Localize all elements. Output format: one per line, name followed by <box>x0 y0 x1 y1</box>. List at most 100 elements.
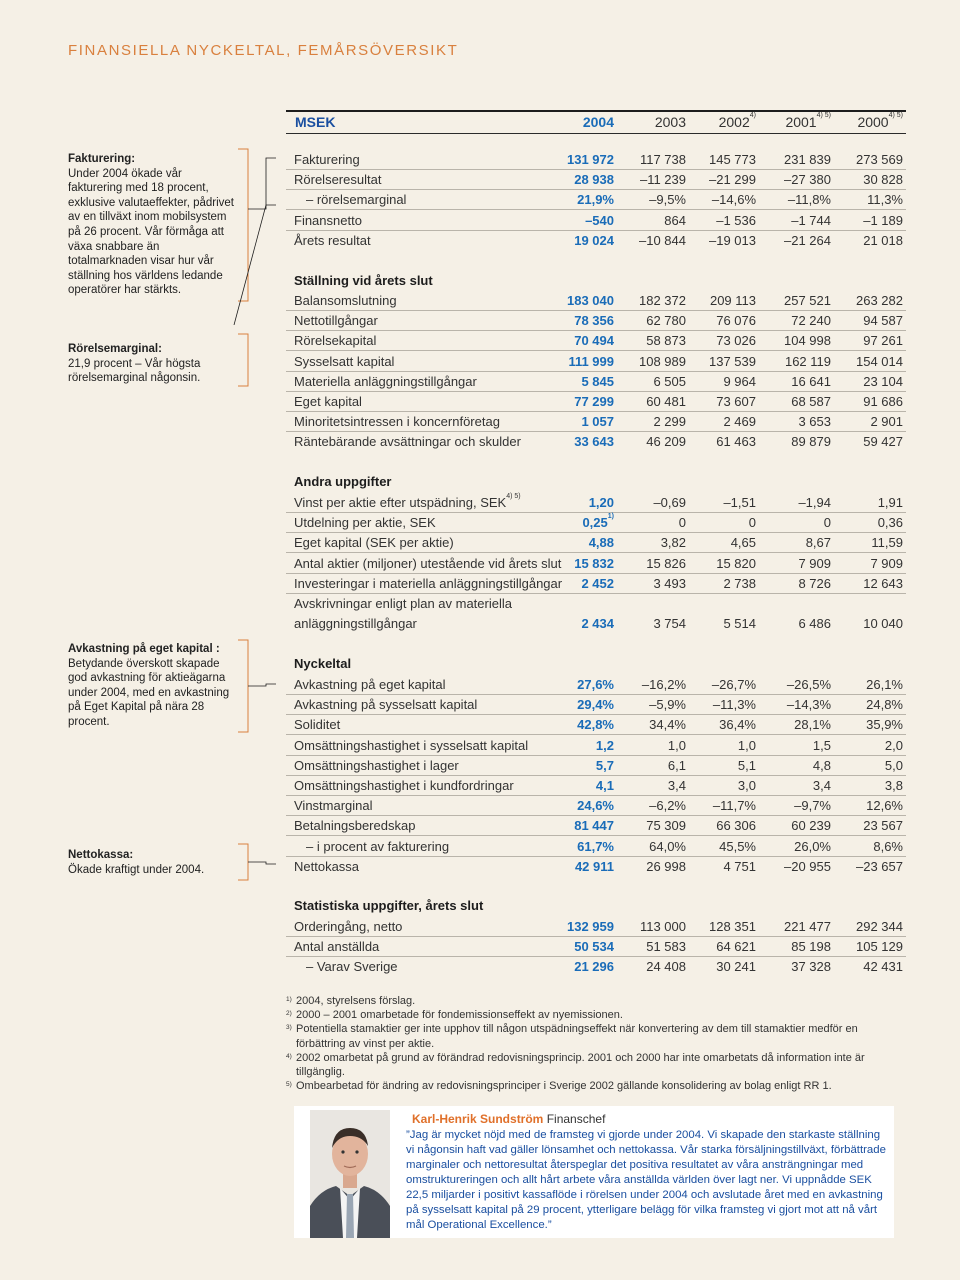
value-cell-current-year: 0,251) <box>582 513 614 531</box>
cfo-portrait-photo <box>310 1110 390 1238</box>
table-row: Nettokassa 42 911 26 998 4 751 –20 955 –23 65… <box>286 857 906 877</box>
value-cell: 4,65 <box>730 535 756 551</box>
value-cell: –26,7% <box>711 677 756 692</box>
footnote: 1) 2004, styrelsens förslag. <box>286 995 416 1007</box>
value-cell: 12 643 <box>863 575 903 591</box>
value-cell: 12,6% <box>866 798 903 814</box>
value-cell-current-year: 81 447 <box>574 818 614 834</box>
bracket-connector <box>238 843 276 881</box>
table-row: – Varav Sverige 21 296 24 408 30 241 37 328 4… <box>286 957 906 977</box>
row-label: Eget kapital <box>294 394 362 409</box>
value-cell: 5 514 <box>723 616 756 631</box>
value-cell: 3,4 <box>667 778 686 793</box>
table-row: Materiella anläggningstillgångar 5 845 6 5… <box>286 372 906 392</box>
table-row: Balansomslutning 183 040 182 372 209 113 257… <box>286 291 906 311</box>
row-label: Rörelsekapital <box>294 333 377 349</box>
value-cell-current-year: 4,88 <box>588 535 614 551</box>
value-cell: 51 583 <box>646 939 686 955</box>
value-cell: 1,5 <box>812 737 831 753</box>
table-row: Avskrivningar enligt plan av materiella a… <box>286 594 906 632</box>
value-cell: 0 <box>678 515 686 531</box>
row-label: Fakturering <box>294 152 360 167</box>
side-note-text: 21,9 procent – Vår högsta rörelsemargina… <box>68 357 201 385</box>
table-row: Rörelseresultat 28 938 –11 239 –21 299 –27 3… <box>286 170 906 191</box>
row-label: Utdelning per aktie, SEK <box>294 515 436 531</box>
value-cell: 0 <box>823 515 831 531</box>
value-cell: 104 998 <box>784 333 831 349</box>
table-row: – i procent av fakturering 61,7% 64,0% 45,5… <box>286 837 906 857</box>
value-cell-current-year: 42,8% <box>577 717 614 733</box>
value-cell: 94 587 <box>863 313 903 329</box>
value-cell-current-year: 24,6% <box>577 798 614 814</box>
value-cell: –26,5% <box>786 677 831 692</box>
value-cell: 292 344 <box>856 919 903 934</box>
side-note-heading: Avkastning på eget kapital : <box>68 643 220 655</box>
value-cell-current-year: 5 845 <box>581 373 614 389</box>
value-cell-current-year: 5,7 <box>595 757 614 773</box>
value-cell: –20 955 <box>784 858 831 874</box>
value-cell-current-year: 111 999 <box>568 353 614 369</box>
value-cell-current-year: 1,20 <box>588 495 614 510</box>
value-cell: 85 198 <box>791 939 831 955</box>
value-cell-current-year: 70 494 <box>574 333 614 349</box>
row-label: – rörelsemarginal <box>306 192 407 208</box>
year-column-header: 20024) <box>718 112 756 130</box>
value-cell: 113 000 <box>639 919 686 934</box>
table-row: Årets resultat 19 024 –10 844 –19 013 –21 26… <box>286 231 906 251</box>
value-cell: 59 427 <box>863 434 903 450</box>
value-cell: –1 189 <box>863 212 903 228</box>
value-cell: 117 738 <box>639 152 686 167</box>
value-cell-current-year: 27,6% <box>577 677 614 692</box>
value-cell: 5,1 <box>737 757 756 773</box>
table-row: Nettotillgångar 78 356 62 780 76 076 72 240 9… <box>286 311 906 332</box>
value-cell-current-year: 1,2 <box>595 737 614 753</box>
table-row: Eget kapital 77 299 60 481 73 607 68 587 91 6… <box>286 392 906 412</box>
row-label: Sysselsatt kapital <box>294 353 395 369</box>
value-cell: 145 773 <box>709 152 756 167</box>
value-cell: –11,8% <box>787 192 831 208</box>
value-cell: –11,3% <box>712 697 756 713</box>
value-cell: 6 505 <box>653 373 686 389</box>
value-cell: –9,7% <box>794 798 831 814</box>
row-label: Balansomslutning <box>294 293 397 308</box>
section-title: Ställning vid årets slut <box>294 273 433 288</box>
value-cell: 1,0 <box>737 737 756 753</box>
value-cell: 3 754 <box>653 616 686 631</box>
value-cell: 2 738 <box>723 575 756 591</box>
value-cell: 72 240 <box>791 313 831 329</box>
value-cell-current-year: 183 040 <box>567 293 614 308</box>
value-cell: 34,4% <box>649 717 686 733</box>
value-cell: 1,0 <box>667 737 686 753</box>
row-label: Omsättningshastighet i kundfordringar <box>294 778 514 793</box>
side-note-text: Under 2004 ökade vår fakturering med 18 … <box>68 167 234 297</box>
side-note-heading: Nettokassa: <box>68 849 134 861</box>
value-cell: 137 539 <box>709 353 756 369</box>
value-cell-current-year: 21 296 <box>574 959 614 975</box>
value-cell: 30 828 <box>863 172 903 188</box>
value-cell: 4,8 <box>812 757 831 773</box>
value-cell: 64,0% <box>649 838 686 854</box>
value-cell: 8 726 <box>798 575 831 591</box>
side-note-text: Betydande överskott skapade god avkastni… <box>68 657 230 728</box>
value-cell-current-year: 29,4% <box>577 697 614 713</box>
value-cell: –1 536 <box>716 212 756 228</box>
table-row: Avkastning på sysselsatt kapital 29,4% –5,… <box>286 695 906 716</box>
page-title: FINANSIELLA NYCKELTAL, FEMÅRSÖVERSIKT <box>68 42 459 59</box>
table-header: MSEK 2004 2003 20024) 20014) 5) 20004) 5… <box>286 110 906 134</box>
value-cell: 3,4 <box>812 778 831 793</box>
value-cell: 3 653 <box>798 414 831 430</box>
value-cell: –1 744 <box>791 212 831 228</box>
table-row: Vinstmarginal 24,6% –6,2% –11,7% –9,7% 12,6% <box>286 796 906 817</box>
value-cell: 209 113 <box>709 293 756 308</box>
value-cell: –19 013 <box>709 232 756 248</box>
value-cell: 23 104 <box>863 373 903 389</box>
table-row: Sysselsatt kapital 111 999 108 989 137 539 1… <box>286 352 906 372</box>
table-row: Utdelning per aktie, SEK 0,251) 0 0 0 0,36 <box>286 513 906 534</box>
value-cell: –1,51 <box>723 495 756 510</box>
side-note-avkastning: Avkastning på eget kapital : Betydande ö… <box>68 642 238 730</box>
value-cell: –1,94 <box>798 495 831 510</box>
table-row: Betalningsberedskap 81 447 75 309 66 306 60 … <box>286 816 906 837</box>
table-row: Orderingång, netto 132 959 113 000 128 351 2… <box>286 917 906 937</box>
value-cell: 30 241 <box>716 959 756 975</box>
cfo-name-line: Karl-Henrik Sundström Finanschef <box>412 1112 605 1126</box>
